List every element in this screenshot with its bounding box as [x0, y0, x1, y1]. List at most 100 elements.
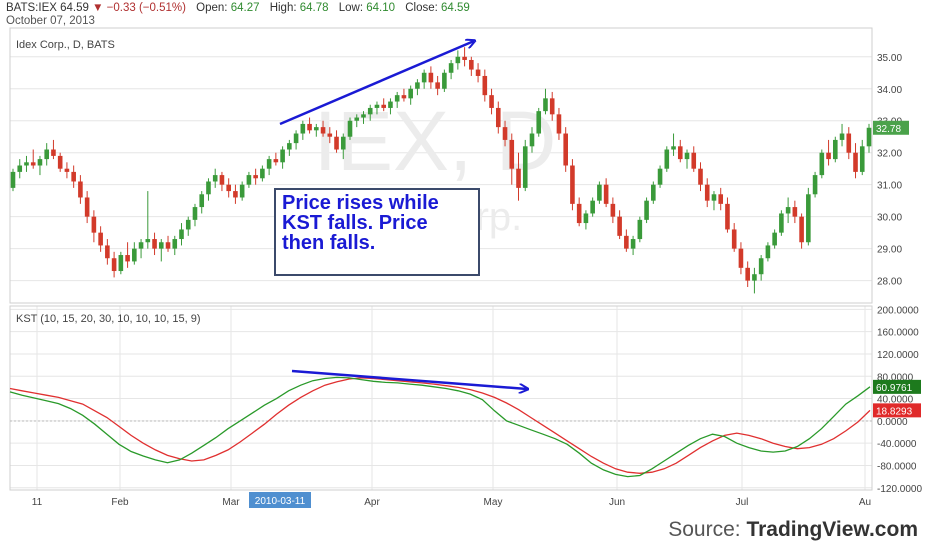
candle [725, 197, 730, 233]
candle [91, 210, 97, 243]
kst-tick-label: 200.0000 [877, 305, 919, 316]
candle-body [314, 127, 319, 131]
candle-body [516, 168, 521, 188]
candle [84, 191, 90, 224]
candle [644, 197, 649, 224]
candle [718, 187, 724, 211]
price-tick-label: 35.00 [877, 53, 902, 64]
time-axis[interactable]: 11 Feb Mar Apr May Jun Jul Au 2010-03-11 [32, 492, 871, 508]
open-label: Open: [196, 2, 228, 14]
time-tick-label: Au [859, 497, 871, 508]
candle-body [401, 95, 407, 99]
candle-body [799, 216, 804, 243]
candle-body [846, 133, 852, 153]
kst-lines [9, 376, 871, 478]
candle [300, 120, 306, 140]
candle-body [624, 235, 629, 249]
candle [495, 101, 501, 134]
candle-body [704, 184, 710, 201]
candle [502, 120, 508, 147]
candle-body [239, 184, 245, 198]
candle-body [482, 75, 488, 96]
candle-body [64, 168, 70, 172]
candle [752, 267, 757, 294]
candle [812, 171, 818, 198]
time-tick-label: Jul [736, 497, 749, 508]
candle [226, 178, 231, 198]
symbol: BATS:IEX [6, 2, 57, 14]
candle-body [327, 133, 333, 137]
candle-body [219, 175, 225, 185]
candle-body [671, 146, 676, 150]
candle-body [529, 133, 535, 147]
kst-line [9, 376, 871, 478]
candle [475, 63, 481, 83]
candle [340, 133, 346, 160]
candle [576, 197, 582, 227]
open-value: 64.27 [230, 2, 260, 14]
candle-body [71, 171, 76, 182]
candle-body [698, 168, 703, 185]
candle [671, 133, 676, 156]
candle [597, 181, 602, 204]
candle-body [442, 72, 447, 89]
candle-body [361, 114, 366, 118]
scroll-date-label: 2010-03-11 [255, 496, 306, 507]
candle-body [44, 149, 50, 160]
candle [859, 139, 865, 176]
signal-value-label: 18.8293 [876, 406, 913, 417]
candle-body [37, 159, 43, 166]
candle [327, 127, 333, 144]
candle [489, 88, 494, 115]
candle [212, 168, 218, 188]
candle [381, 98, 387, 112]
time-tick-label: Jun [609, 497, 625, 508]
candle [37, 155, 43, 176]
last-price-label: 32.78 [876, 124, 901, 135]
candle-body [165, 242, 171, 249]
candle [853, 143, 858, 179]
candle-body [570, 165, 575, 204]
candle-body [91, 216, 97, 233]
candle [610, 197, 616, 224]
price-tick-label: 31.00 [877, 181, 902, 192]
candle [78, 175, 83, 204]
candle [482, 69, 488, 102]
candle-body [179, 229, 184, 240]
candle [260, 165, 265, 182]
candle-body [421, 72, 427, 83]
candle [536, 107, 542, 137]
candle [17, 159, 23, 179]
candle-body [51, 149, 56, 156]
candle-body [610, 203, 616, 217]
candle [603, 178, 609, 208]
candle [779, 210, 784, 236]
candle [64, 162, 70, 179]
candle-body [495, 107, 501, 128]
kst-tick-label: 80.0000 [877, 372, 914, 383]
source-credit: Source: TradingView.com [668, 518, 918, 542]
candle [792, 200, 798, 224]
candle [738, 242, 744, 275]
candle-body [388, 101, 393, 108]
candle-body [603, 184, 609, 204]
candle [219, 171, 225, 192]
candle-body [118, 255, 124, 272]
candle-body [300, 123, 306, 134]
watermark-symbol: IEX, D [314, 94, 557, 188]
candle [758, 255, 764, 281]
candle-body [287, 143, 292, 150]
time-tick-label: Apr [364, 497, 380, 508]
candle-body [78, 181, 83, 198]
candle [651, 181, 656, 204]
candle-body [84, 197, 90, 217]
candle-body [260, 168, 265, 179]
candle-body [111, 258, 117, 272]
kst-tick-label: -80.0000 [877, 461, 917, 472]
candle [253, 168, 258, 185]
candle-body [684, 152, 690, 160]
candle [30, 149, 36, 169]
candle [179, 223, 184, 246]
low-value: 64.10 [366, 2, 396, 14]
